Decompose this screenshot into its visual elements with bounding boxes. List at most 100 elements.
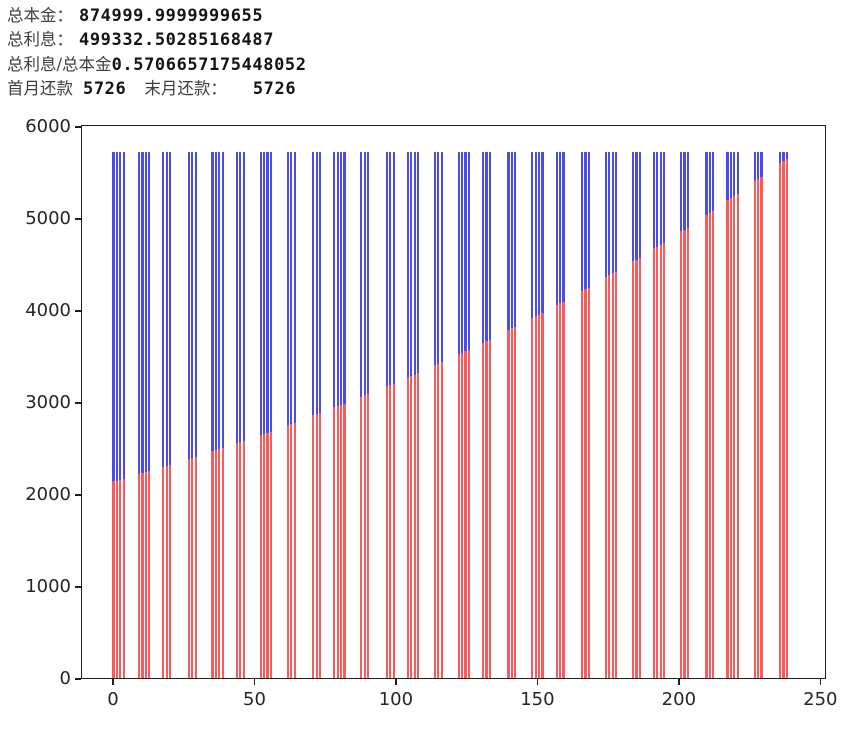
bar-interest: [656, 152, 659, 679]
y-tick-label: 3000: [25, 392, 71, 413]
bar-interest: [367, 152, 370, 679]
bar-interest: [587, 152, 590, 679]
bar-interest: [753, 152, 756, 679]
summary-line-total-principal: 总本金： 874999.9999999655: [7, 4, 307, 28]
bar-principal: [611, 273, 614, 679]
x-tick-mark: [253, 679, 256, 685]
x-tick-label: 100: [378, 689, 414, 710]
bar-interest: [726, 152, 729, 679]
x-tick-label: 250: [803, 689, 838, 710]
last-month-payment-value: 5726: [252, 78, 297, 99]
bar-interest: [385, 152, 388, 679]
bar-principal: [360, 396, 363, 679]
bar-interest: [507, 152, 510, 679]
bar-interest: [148, 152, 151, 679]
bar-principal: [290, 423, 293, 679]
bar-principal: [562, 301, 565, 679]
bar-principal: [608, 275, 611, 679]
bar-interest: [611, 152, 614, 679]
bar-interest: [481, 152, 485, 679]
x-tick-mark: [819, 679, 822, 685]
bar-interest: [336, 152, 339, 679]
bar-principal: [488, 339, 491, 679]
bar-principal: [712, 210, 715, 679]
bar-principal: [534, 316, 537, 679]
bar-principal: [785, 158, 789, 679]
bar-interest: [339, 152, 343, 679]
bar-interest: [584, 152, 587, 679]
bar-interest: [485, 152, 488, 679]
bar-principal: [558, 303, 562, 679]
bar-principal: [343, 404, 346, 679]
bar-principal: [464, 351, 467, 679]
bar-interest: [162, 152, 165, 679]
bar-principal: [211, 450, 214, 679]
bar-interest: [581, 152, 584, 679]
bar-interest: [541, 152, 544, 679]
bar-principal: [266, 432, 269, 679]
bar-interest: [413, 152, 416, 679]
bar-principal: [141, 473, 144, 679]
bar-principal: [736, 194, 739, 679]
bar-interest: [122, 152, 125, 679]
bar-interest: [315, 152, 318, 679]
bar-principal: [729, 198, 733, 679]
bar-principal: [481, 342, 485, 679]
bar-interest: [708, 152, 712, 679]
bar-principal: [733, 196, 736, 679]
bar-principal: [339, 405, 343, 679]
bar-interest: [360, 152, 363, 679]
bar-interest: [638, 152, 641, 679]
bar-principal: [410, 375, 413, 679]
x-tick-label: 200: [661, 689, 697, 710]
bar-interest: [187, 152, 190, 679]
bar-principal: [614, 271, 618, 679]
bar-principal: [148, 471, 151, 679]
bar-principal: [440, 362, 443, 679]
bar-interest: [514, 152, 517, 679]
total-principal-value: 874999.9999999655: [79, 6, 264, 26]
bar-principal: [218, 449, 221, 679]
bar-principal: [115, 480, 119, 679]
total-interest-value: 499332.50285168487: [79, 30, 275, 51]
bar-principal: [753, 181, 756, 679]
bar-interest: [333, 152, 336, 679]
bar-principal: [144, 472, 147, 679]
bar-principal: [659, 244, 662, 679]
plot-area: [83, 127, 826, 679]
bar-principal: [262, 433, 266, 679]
bar-interest: [635, 152, 638, 679]
bar-principal: [581, 290, 584, 679]
bar-interest: [467, 152, 471, 679]
bar-principal: [137, 473, 141, 679]
bar-interest: [457, 152, 460, 679]
bar-principal: [457, 353, 460, 679]
bar-interest: [510, 152, 514, 679]
bar-interest: [705, 152, 708, 679]
bar-principal: [112, 481, 115, 679]
x-tick-label: 0: [107, 689, 119, 710]
x-tick-label: 50: [243, 689, 266, 710]
bar-principal: [604, 276, 607, 679]
bar-principal: [555, 304, 558, 679]
bar-interest: [733, 152, 736, 679]
y-tick-mark: [75, 126, 82, 128]
bar-interest: [683, 152, 686, 679]
y-tick-label: 4000: [25, 300, 71, 321]
bar-interest: [211, 152, 214, 679]
bar-principal: [392, 383, 395, 679]
bar-principal: [531, 317, 534, 679]
summary-header: 总本金： 874999.9999999655 总利息： 499332.5028516…: [7, 4, 307, 101]
bar-interest: [488, 152, 491, 679]
x-tick-label: 150: [520, 689, 555, 710]
total-principal-label: 总本金：: [7, 6, 73, 25]
bar-principal: [683, 229, 686, 679]
interest-ratio-value: 0.5706657175448052: [111, 54, 307, 75]
bar-interest: [235, 152, 238, 679]
y-tick-mark: [75, 310, 82, 312]
bar-interest: [760, 152, 763, 679]
bar-interest: [286, 152, 289, 679]
bar-principal: [194, 456, 197, 679]
bar-principal: [165, 465, 168, 679]
